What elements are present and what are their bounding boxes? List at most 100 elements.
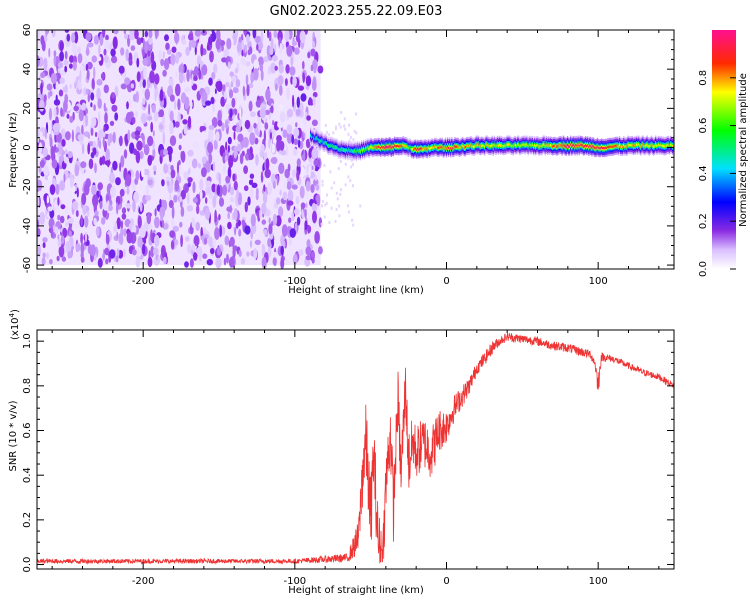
signal-ridge-cell (547, 144, 550, 147)
noise-blob (315, 183, 320, 191)
noise-blob (217, 119, 223, 127)
noise-fringe (321, 199, 324, 203)
noise-blob (170, 53, 176, 66)
noise-blob (267, 237, 271, 248)
noise-blob (174, 239, 179, 246)
signal-ridge-cell (595, 146, 597, 150)
signal-ridge-cell (440, 146, 442, 149)
signal-ridge-cell (530, 144, 533, 147)
signal-ridge-cell (383, 146, 385, 149)
noise-blob (60, 204, 66, 210)
noise-blob (102, 136, 105, 148)
noise-blob (115, 255, 119, 263)
signal-ridge-cell (434, 145, 436, 148)
noise-blob (142, 243, 146, 255)
noise-blob (42, 237, 48, 243)
noise-blob (104, 160, 111, 166)
signal-ridge-cell (341, 148, 344, 151)
signal-ridge-cell (571, 145, 573, 148)
signal-ridge-cell (318, 139, 320, 143)
noise-blob (259, 209, 262, 220)
noise-blob (153, 247, 159, 256)
noise-blob (186, 69, 190, 82)
noise-blob (104, 54, 109, 63)
noise-blob (312, 41, 315, 49)
noise-blob (129, 34, 136, 41)
noise-blob (138, 66, 144, 72)
noise-blob (92, 194, 99, 208)
signal-ridge-cell (638, 143, 640, 146)
noise-blob (299, 185, 305, 199)
noise-blob (57, 214, 61, 221)
signal-ridge-cell (666, 143, 668, 147)
noise-blob (80, 256, 85, 263)
signal-ridge-cell (589, 144, 591, 147)
noise-blob (296, 158, 301, 168)
signal-ridge-cell (661, 144, 663, 148)
noise-blob (133, 191, 140, 203)
spectrogram-xtick-label: 0 (443, 276, 449, 287)
noise-fringe (321, 204, 323, 208)
noise-blob (67, 217, 75, 224)
noise-blob (63, 156, 69, 164)
noise-blob (304, 208, 307, 220)
signal-ridge-cell (310, 134, 312, 137)
noise-blob (215, 257, 222, 269)
noise-blob (65, 241, 72, 254)
noise-blob (279, 189, 282, 196)
noise-blob (64, 50, 68, 60)
noise-blob (50, 121, 53, 134)
signal-ridge-cell (325, 142, 328, 145)
noise-blob (171, 206, 175, 219)
noise-blob (211, 183, 216, 193)
signal-ridge-cell (549, 144, 552, 147)
noise-blob (90, 102, 93, 108)
noise-blob (287, 200, 294, 206)
signal-ridge-cell (488, 144, 490, 148)
signal-ridge-cell (438, 146, 440, 149)
noise-blob (213, 63, 218, 74)
noise-blob (85, 239, 90, 246)
noise-blob (235, 125, 241, 133)
noise-blob (203, 237, 208, 245)
signal-ridge-cell (654, 145, 656, 148)
noise-blob (168, 77, 171, 85)
noise-blob (245, 34, 250, 43)
noise-blob (97, 56, 102, 62)
signal-ridge-cell (449, 145, 451, 148)
signal-ridge-cell (417, 147, 419, 150)
noise-blob (270, 157, 278, 164)
noise-blob (72, 200, 79, 211)
signal-ridge-cell (485, 143, 487, 146)
noise-blob (158, 109, 165, 118)
signal-ridge-cell (490, 144, 492, 148)
noise-blob (113, 30, 119, 35)
noise-blob (275, 197, 281, 205)
noise-blob (85, 114, 88, 127)
noise-fringe (340, 188, 342, 192)
noise-blob (199, 178, 204, 191)
signal-ridge-cell (660, 143, 662, 147)
noise-blob (259, 107, 266, 119)
signal-ridge-cell (457, 145, 459, 148)
noise-blob (163, 256, 167, 265)
signal-ridge-cell (545, 143, 547, 147)
colorbar-tick-label: 0.2 (698, 213, 709, 229)
signal-ridge-cell (454, 145, 456, 148)
noise-blob (109, 120, 115, 126)
noise-blob (262, 191, 268, 204)
signal-ridge-cell (551, 144, 553, 148)
noise-blob (279, 84, 283, 96)
signal-ridge-cell (643, 145, 645, 148)
noise-blob (135, 91, 139, 103)
noise-blob (85, 32, 92, 41)
spectrogram-heatmap (37, 30, 674, 269)
noise-blob (285, 145, 289, 157)
noise-blob (272, 55, 278, 62)
signal-ridge-cell (405, 145, 407, 148)
noise-blob (122, 71, 126, 80)
signal-ridge-cell (487, 144, 489, 147)
signal-ridge-cell (394, 144, 397, 148)
noise-blob (85, 88, 89, 95)
signal-ridge-cell (570, 143, 572, 146)
